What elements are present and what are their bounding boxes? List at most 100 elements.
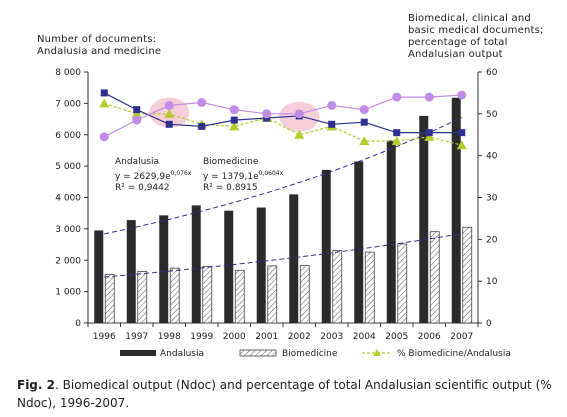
point-triangle bbox=[164, 108, 175, 118]
x-axis-tick-label: 2003 bbox=[320, 332, 343, 342]
right-axis-tick-label: 10 bbox=[486, 277, 498, 287]
andalusia-fit-annotation: Andalusia y = 2629,9e0,076x R² = 0,9442 bbox=[115, 157, 191, 194]
bar-andalusia bbox=[256, 207, 266, 323]
left-axis-tick-label: 5 000 bbox=[55, 162, 81, 172]
bar-biomedicine bbox=[429, 231, 440, 324]
bar-andalusia bbox=[126, 220, 136, 323]
line-series-3 bbox=[103, 94, 462, 138]
line-series-2 bbox=[103, 92, 462, 134]
figure-caption: Fig. 2. Biomedical output (Ndoc) and per… bbox=[17, 376, 562, 412]
bar-andalusia bbox=[386, 140, 396, 323]
point-circle bbox=[294, 109, 304, 119]
figure-caption-text: . Biomedical output (Ndoc) and percentag… bbox=[17, 378, 552, 410]
right-axis-tick-label: 20 bbox=[486, 235, 498, 245]
bar-biomedicine bbox=[397, 243, 408, 324]
bar-biomedicine bbox=[462, 226, 473, 324]
figure-caption-label: Fig. 2 bbox=[17, 378, 55, 392]
point-triangle bbox=[229, 121, 240, 131]
bar-andalusia bbox=[354, 161, 364, 323]
bar-andalusia bbox=[94, 230, 104, 323]
x-axis-tick-label: 2005 bbox=[385, 332, 408, 342]
right-axis-tick-label: 40 bbox=[486, 152, 498, 162]
legend-label-andalusia: Andalusia bbox=[160, 349, 204, 359]
point-circle bbox=[262, 109, 272, 119]
andalusia-fit-formula-base: y = 2629,9e bbox=[115, 172, 171, 182]
left-axis-tick-label: 2 000 bbox=[55, 256, 81, 266]
point-triangle bbox=[424, 131, 435, 141]
legend-swatch-percent-marker bbox=[373, 349, 381, 356]
x-axis-tick-label: 2001 bbox=[255, 332, 278, 342]
point-square bbox=[133, 106, 141, 114]
x-axis-tick-label: 1997 bbox=[125, 332, 148, 342]
point-circle bbox=[327, 100, 337, 110]
biomedicine-fit-annotation: Biomedicine y = 1379,1e0,0604x R² = 0.89… bbox=[203, 157, 283, 194]
point-triangle bbox=[391, 136, 402, 146]
right-axis-title: Biomedical, clinical and basic medical d… bbox=[408, 13, 566, 61]
bar-biomedicine bbox=[234, 269, 245, 324]
point-square bbox=[458, 129, 466, 137]
point-circle bbox=[164, 100, 174, 110]
bar-andalusia bbox=[159, 215, 169, 323]
bar-biomedicine bbox=[137, 271, 148, 324]
bar-andalusia bbox=[224, 210, 234, 323]
bar-biomedicine bbox=[267, 265, 278, 324]
bar-biomedicine bbox=[104, 273, 115, 324]
andalusia-fit-label: Andalusia bbox=[115, 157, 159, 167]
right-axis-title-line: Biomedical, clinical and bbox=[408, 13, 531, 24]
right-axis-title-line: basic medical documents; bbox=[408, 25, 544, 36]
bar-andalusia bbox=[191, 205, 201, 323]
x-axis-tick-label: 2002 bbox=[288, 332, 311, 342]
point-circle bbox=[229, 105, 239, 115]
biomedicine-fit-r2: R² = 0.8915 bbox=[203, 183, 258, 193]
bar-biomedicine bbox=[169, 267, 180, 324]
trendline-biomedicine bbox=[104, 233, 462, 278]
legend-swatch-andalusia bbox=[120, 350, 156, 356]
right-axis-tick-label: 0 bbox=[486, 319, 492, 329]
left-axis-tick-label: 6 000 bbox=[55, 131, 81, 141]
point-square bbox=[360, 118, 368, 126]
point-square bbox=[393, 129, 401, 137]
right-axis-tick-label: 60 bbox=[486, 68, 498, 78]
biomedicine-fit-formula-base: y = 1379,1e bbox=[203, 172, 259, 182]
x-axis-tick-label: 2004 bbox=[353, 332, 376, 342]
left-axis-title-line: Number of documents: bbox=[37, 34, 157, 45]
x-axis-tick-label: 1998 bbox=[158, 332, 181, 342]
point-circle bbox=[197, 98, 207, 108]
point-circle bbox=[424, 92, 434, 102]
point-square bbox=[100, 89, 108, 97]
point-square bbox=[198, 122, 206, 130]
point-circle bbox=[132, 115, 142, 125]
bar-andalusia bbox=[419, 115, 429, 323]
bar-andalusia bbox=[451, 97, 461, 323]
left-axis-tick-label: 4 000 bbox=[55, 194, 81, 204]
left-axis-tick-label: 7 000 bbox=[55, 99, 81, 109]
x-axis-tick-label: 2007 bbox=[450, 332, 473, 342]
left-axis-title-line: Andalusia and medicine bbox=[37, 46, 162, 57]
andalusia-fit-formula-exponent: 0,076x bbox=[170, 170, 192, 177]
point-circle bbox=[99, 132, 109, 142]
bar-andalusia bbox=[289, 194, 299, 323]
bar-biomedicine bbox=[332, 250, 343, 324]
point-triangle bbox=[99, 98, 110, 108]
biomedicine-fit-formula: y = 1379,1e0,0604x bbox=[203, 168, 283, 183]
legend-swatch-biomedicine bbox=[239, 349, 277, 357]
line-series-1 bbox=[104, 102, 462, 146]
left-axis-tick-label: 1 000 bbox=[55, 288, 81, 298]
x-axis-tick-label: 1999 bbox=[190, 332, 213, 342]
left-axis-tick-label: 8 000 bbox=[55, 68, 81, 78]
x-axis-tick-label: 1996 bbox=[93, 332, 116, 342]
left-axis-tick-label: 0 bbox=[75, 319, 81, 329]
bar-biomedicine bbox=[364, 251, 375, 324]
legend-label-percent: % Biomedicine/Andalusia bbox=[397, 349, 511, 359]
andalusia-fit-formula: y = 2629,9e0,076x bbox=[115, 168, 191, 183]
point-triangle bbox=[294, 129, 305, 139]
legend-label-biomedicine: Biomedicine bbox=[282, 349, 338, 359]
point-triangle bbox=[456, 140, 467, 150]
right-axis-tick-label: 30 bbox=[486, 194, 498, 204]
right-axis-tick-label: 50 bbox=[486, 110, 498, 120]
bar-andalusia bbox=[321, 169, 331, 323]
biomedicine-fit-label: Biomedicine bbox=[203, 157, 259, 167]
right-axis-title-line: Andalusian output bbox=[408, 49, 503, 60]
chart: 0 1 000 2 000 3 000 4 000 5 000 6 000 7 000 8 00… bbox=[55, 68, 511, 359]
point-circle bbox=[457, 90, 467, 100]
